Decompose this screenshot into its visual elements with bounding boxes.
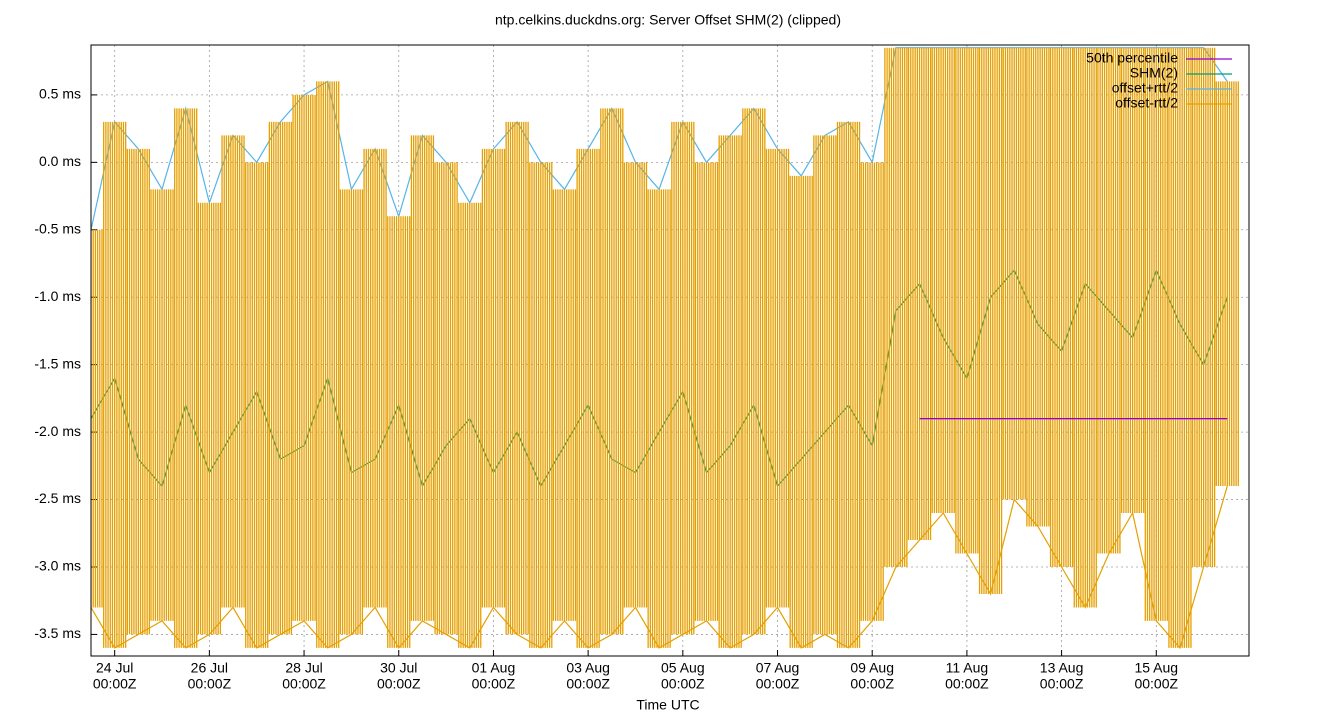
y-tick-label: -3.5 ms [34, 625, 81, 641]
x-tick-label: 30 Jul [380, 660, 417, 676]
x-tick-label: 24 Jul [96, 660, 133, 676]
plot-frame [90, 44, 1250, 657]
x-tick-label: 03 Aug [566, 660, 610, 676]
y-tick-label: -2.0 ms [34, 423, 81, 439]
x-tick-label: 00:00Z [282, 676, 326, 692]
y-tick-label: 0.5 ms [39, 86, 81, 102]
x-tick-label: 00:00Z [377, 676, 421, 692]
x-axis-label: Time UTC [636, 697, 699, 713]
plot-area [91, 47, 1239, 650]
chart-title: ntp.celkins.duckdns.org: Server Offset S… [495, 12, 841, 28]
x-tick-label: 13 Aug [1040, 660, 1084, 676]
y-tick-label: -1.0 ms [34, 288, 81, 304]
x-tick-label: 26 Jul [191, 660, 228, 676]
legend-label: offset-rtt/2 [1115, 95, 1178, 111]
x-tick-label: 28 Jul [285, 660, 322, 676]
y-tick-label: 0.0 ms [39, 153, 81, 169]
x-tick-label: 00:00Z [850, 676, 894, 692]
x-tick-label: 00:00Z [945, 676, 989, 692]
x-tick-label: 00:00Z [566, 676, 610, 692]
x-tick-label: 00:00Z [756, 676, 800, 692]
y-tick-label: -3.0 ms [34, 558, 81, 574]
x-tick-label: 00:00Z [661, 676, 705, 692]
x-tick-label: 00:00Z [188, 676, 232, 692]
x-tick-label: 00:00Z [93, 676, 137, 692]
legend-label: offset+rtt/2 [1112, 80, 1178, 96]
x-tick-label: 15 Aug [1134, 660, 1178, 676]
x-tick-label: 11 Aug [946, 660, 989, 676]
y-tick-label: -1.5 ms [34, 355, 81, 371]
x-tick-label: 07 Aug [756, 660, 800, 676]
x-tick-label: 05 Aug [661, 660, 705, 676]
y-tick-label: -2.5 ms [34, 490, 81, 506]
x-tick-label: 01 Aug [472, 660, 516, 676]
legend-label: 50th percentile [1086, 50, 1178, 66]
x-tick-label: 09 Aug [850, 660, 894, 676]
legend-label: SHM(2) [1130, 65, 1178, 81]
x-tick-label: 00:00Z [472, 676, 516, 692]
x-tick-label: 00:00Z [1040, 676, 1084, 692]
x-tick-label: 00:00Z [1134, 676, 1178, 692]
y-tick-label: -0.5 ms [34, 220, 81, 236]
